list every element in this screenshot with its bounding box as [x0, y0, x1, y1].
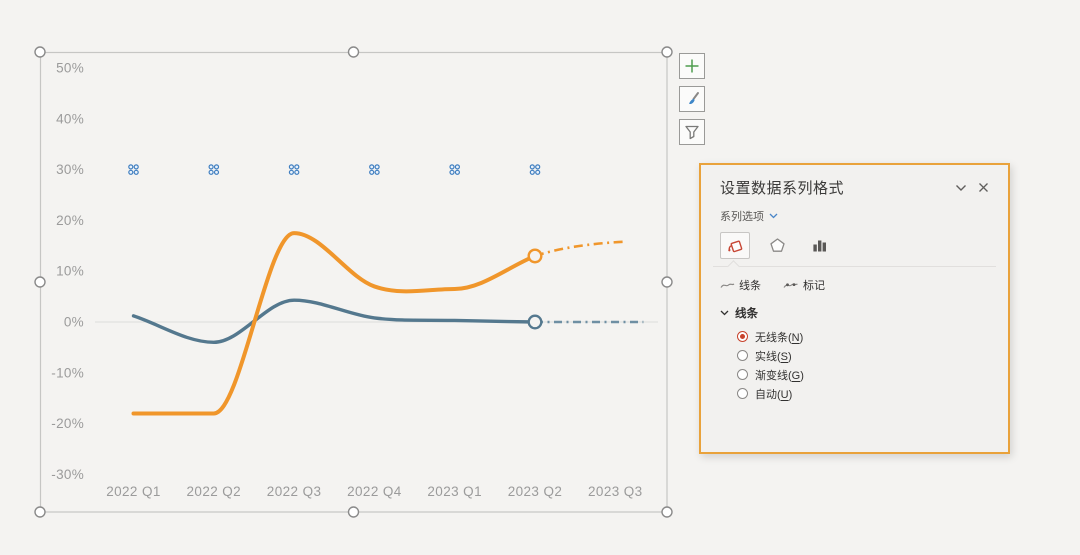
selected-point-indicator[interactable]	[454, 169, 460, 175]
marker-squiggle-icon	[783, 282, 798, 288]
selected-point-indicator[interactable]	[529, 169, 535, 175]
selected-point-indicator[interactable]	[288, 169, 294, 175]
selection-handle[interactable]	[347, 46, 360, 58]
selected-point-indicator[interactable]	[454, 164, 460, 170]
bar-chart-icon	[812, 240, 826, 252]
series-options-label: 系列选项	[720, 211, 764, 223]
selected-point-indicator[interactable]	[213, 169, 220, 175]
selected-point-indicator[interactable]	[449, 169, 455, 175]
radio-solid-line[interactable]: 实线(S)	[737, 346, 1008, 365]
radio-circle[interactable]	[737, 350, 748, 361]
chevron-down-icon	[720, 310, 729, 316]
selected-point-indicator[interactable]	[288, 164, 294, 170]
selected-point-indicator[interactable]	[133, 169, 139, 175]
x-tick-label: 2022 Q1	[106, 484, 161, 499]
chart-filters-button[interactable]	[679, 119, 705, 145]
y-tick-label: 10%	[56, 264, 84, 279]
selected-point-indicator[interactable]	[294, 169, 300, 175]
chevron-down-icon[interactable]	[950, 179, 972, 197]
y-tick-label: -30%	[51, 467, 84, 482]
selected-point-indicator[interactable]	[213, 164, 220, 170]
format-data-series-pane: 设置数据系列格式 系列选项	[699, 163, 1010, 454]
radio-circle[interactable]	[737, 331, 748, 342]
close-icon[interactable]	[972, 179, 994, 197]
pane-tabs	[701, 226, 1008, 259]
selected-point-indicator[interactable]	[449, 164, 455, 170]
subtab-marker-label: 标记	[803, 280, 825, 292]
pane-header: 设置数据系列格式	[701, 165, 1008, 200]
brush-icon	[689, 92, 699, 104]
tab-effects[interactable]	[762, 232, 792, 259]
tab-fill-line[interactable]	[720, 232, 750, 259]
selected-point-indicator[interactable]	[374, 164, 380, 170]
y-tick-label: 0%	[64, 315, 84, 330]
subtab-line-label: 线条	[739, 280, 761, 292]
subtab-line[interactable]: 线条	[720, 277, 761, 293]
fill-line-subtabs: 线条 标记	[701, 267, 1008, 293]
selected-point-indicator[interactable]	[208, 169, 214, 175]
selected-point-indicator[interactable]	[369, 164, 375, 170]
data-point-marker[interactable]	[527, 248, 543, 264]
selected-point-indicator[interactable]	[369, 169, 375, 175]
selected-point-indicator[interactable]	[294, 164, 300, 170]
orange-forecast-line[interactable]	[534, 240, 625, 258]
y-tick-label: 20%	[56, 213, 84, 228]
selection-handle[interactable]	[661, 506, 673, 518]
radio-no-line[interactable]: 无线条(N)	[737, 327, 1008, 346]
selection-handle[interactable]	[661, 276, 673, 288]
selection-handle[interactable]	[661, 46, 673, 58]
chart-selection-frame	[39, 51, 668, 513]
selected-point-indicator[interactable]	[529, 164, 535, 170]
subtab-marker[interactable]: 标记	[783, 277, 825, 293]
chart-side-buttons	[679, 53, 705, 145]
plus-icon	[685, 59, 699, 73]
pane-title: 设置数据系列格式	[720, 180, 845, 197]
tab-divider	[713, 260, 996, 273]
selected-point-indicator[interactable]	[128, 169, 134, 175]
selected-point-indicator[interactable]	[133, 164, 139, 170]
radio-circle[interactable]	[737, 388, 748, 399]
selected-point-indicator[interactable]	[208, 164, 214, 170]
x-tick-label: 2022 Q2	[187, 484, 242, 499]
tab-series-options[interactable]	[804, 232, 834, 259]
x-tick-label: 2023 Q1	[427, 484, 482, 499]
chevron-down-icon	[769, 213, 778, 219]
line-options: 无线条(N) 实线(S) 渐变线(G) 自动(U)	[701, 323, 1008, 403]
selected-point-indicator[interactable]	[374, 169, 380, 175]
radio-gradient-line[interactable]: 渐变线(G)	[737, 365, 1008, 384]
chart-canvas[interactable]: 50% 40% 30% 20% 10% 0% -10% -20% -30% 2022 Q1 2022…	[0, 0, 720, 555]
pentagon-icon	[769, 238, 785, 252]
blue-gray-series-line[interactable]	[131, 298, 537, 345]
selection-handle[interactable]	[34, 46, 46, 58]
y-tick-label: -20%	[51, 416, 84, 431]
selection-handle[interactable]	[347, 506, 360, 518]
y-tick-label: 50%	[56, 61, 84, 76]
selection-handle[interactable]	[34, 506, 46, 518]
data-point-marker[interactable]	[527, 314, 543, 330]
x-tick-label: 2022 Q4	[347, 484, 402, 499]
line-squiggle-icon	[720, 282, 735, 288]
y-tick-label: -10%	[51, 365, 84, 380]
selected-point-indicator[interactable]	[535, 169, 541, 175]
selection-handle[interactable]	[34, 276, 46, 288]
radio-automatic[interactable]: 自动(U)	[737, 384, 1008, 403]
x-tick-label: 2023 Q2	[508, 484, 563, 499]
paint-bucket-icon	[727, 240, 742, 253]
funnel-icon	[685, 125, 699, 140]
x-tick-label: 2023 Q3	[588, 484, 643, 499]
series-options-dropdown[interactable]: 系列选项	[701, 200, 1008, 226]
y-tick-label: 40%	[56, 111, 84, 126]
orange-series-line[interactable]	[131, 231, 537, 416]
chart-area[interactable]: 50% 40% 30% 20% 10% 0% -10% -20% -30% 2022 Q1 2022…	[0, 0, 720, 555]
line-section-label: 线条	[735, 308, 758, 320]
radio-circle[interactable]	[737, 369, 748, 380]
y-tick-label: 30%	[56, 162, 84, 177]
selected-point-indicator[interactable]	[128, 164, 134, 170]
selected-point-indicator[interactable]	[535, 164, 541, 170]
x-tick-label: 2022 Q3	[267, 484, 322, 499]
line-section-header[interactable]: 线条	[701, 293, 1008, 323]
chart-elements-button[interactable]	[679, 53, 705, 79]
chart-styles-button[interactable]	[679, 86, 705, 112]
